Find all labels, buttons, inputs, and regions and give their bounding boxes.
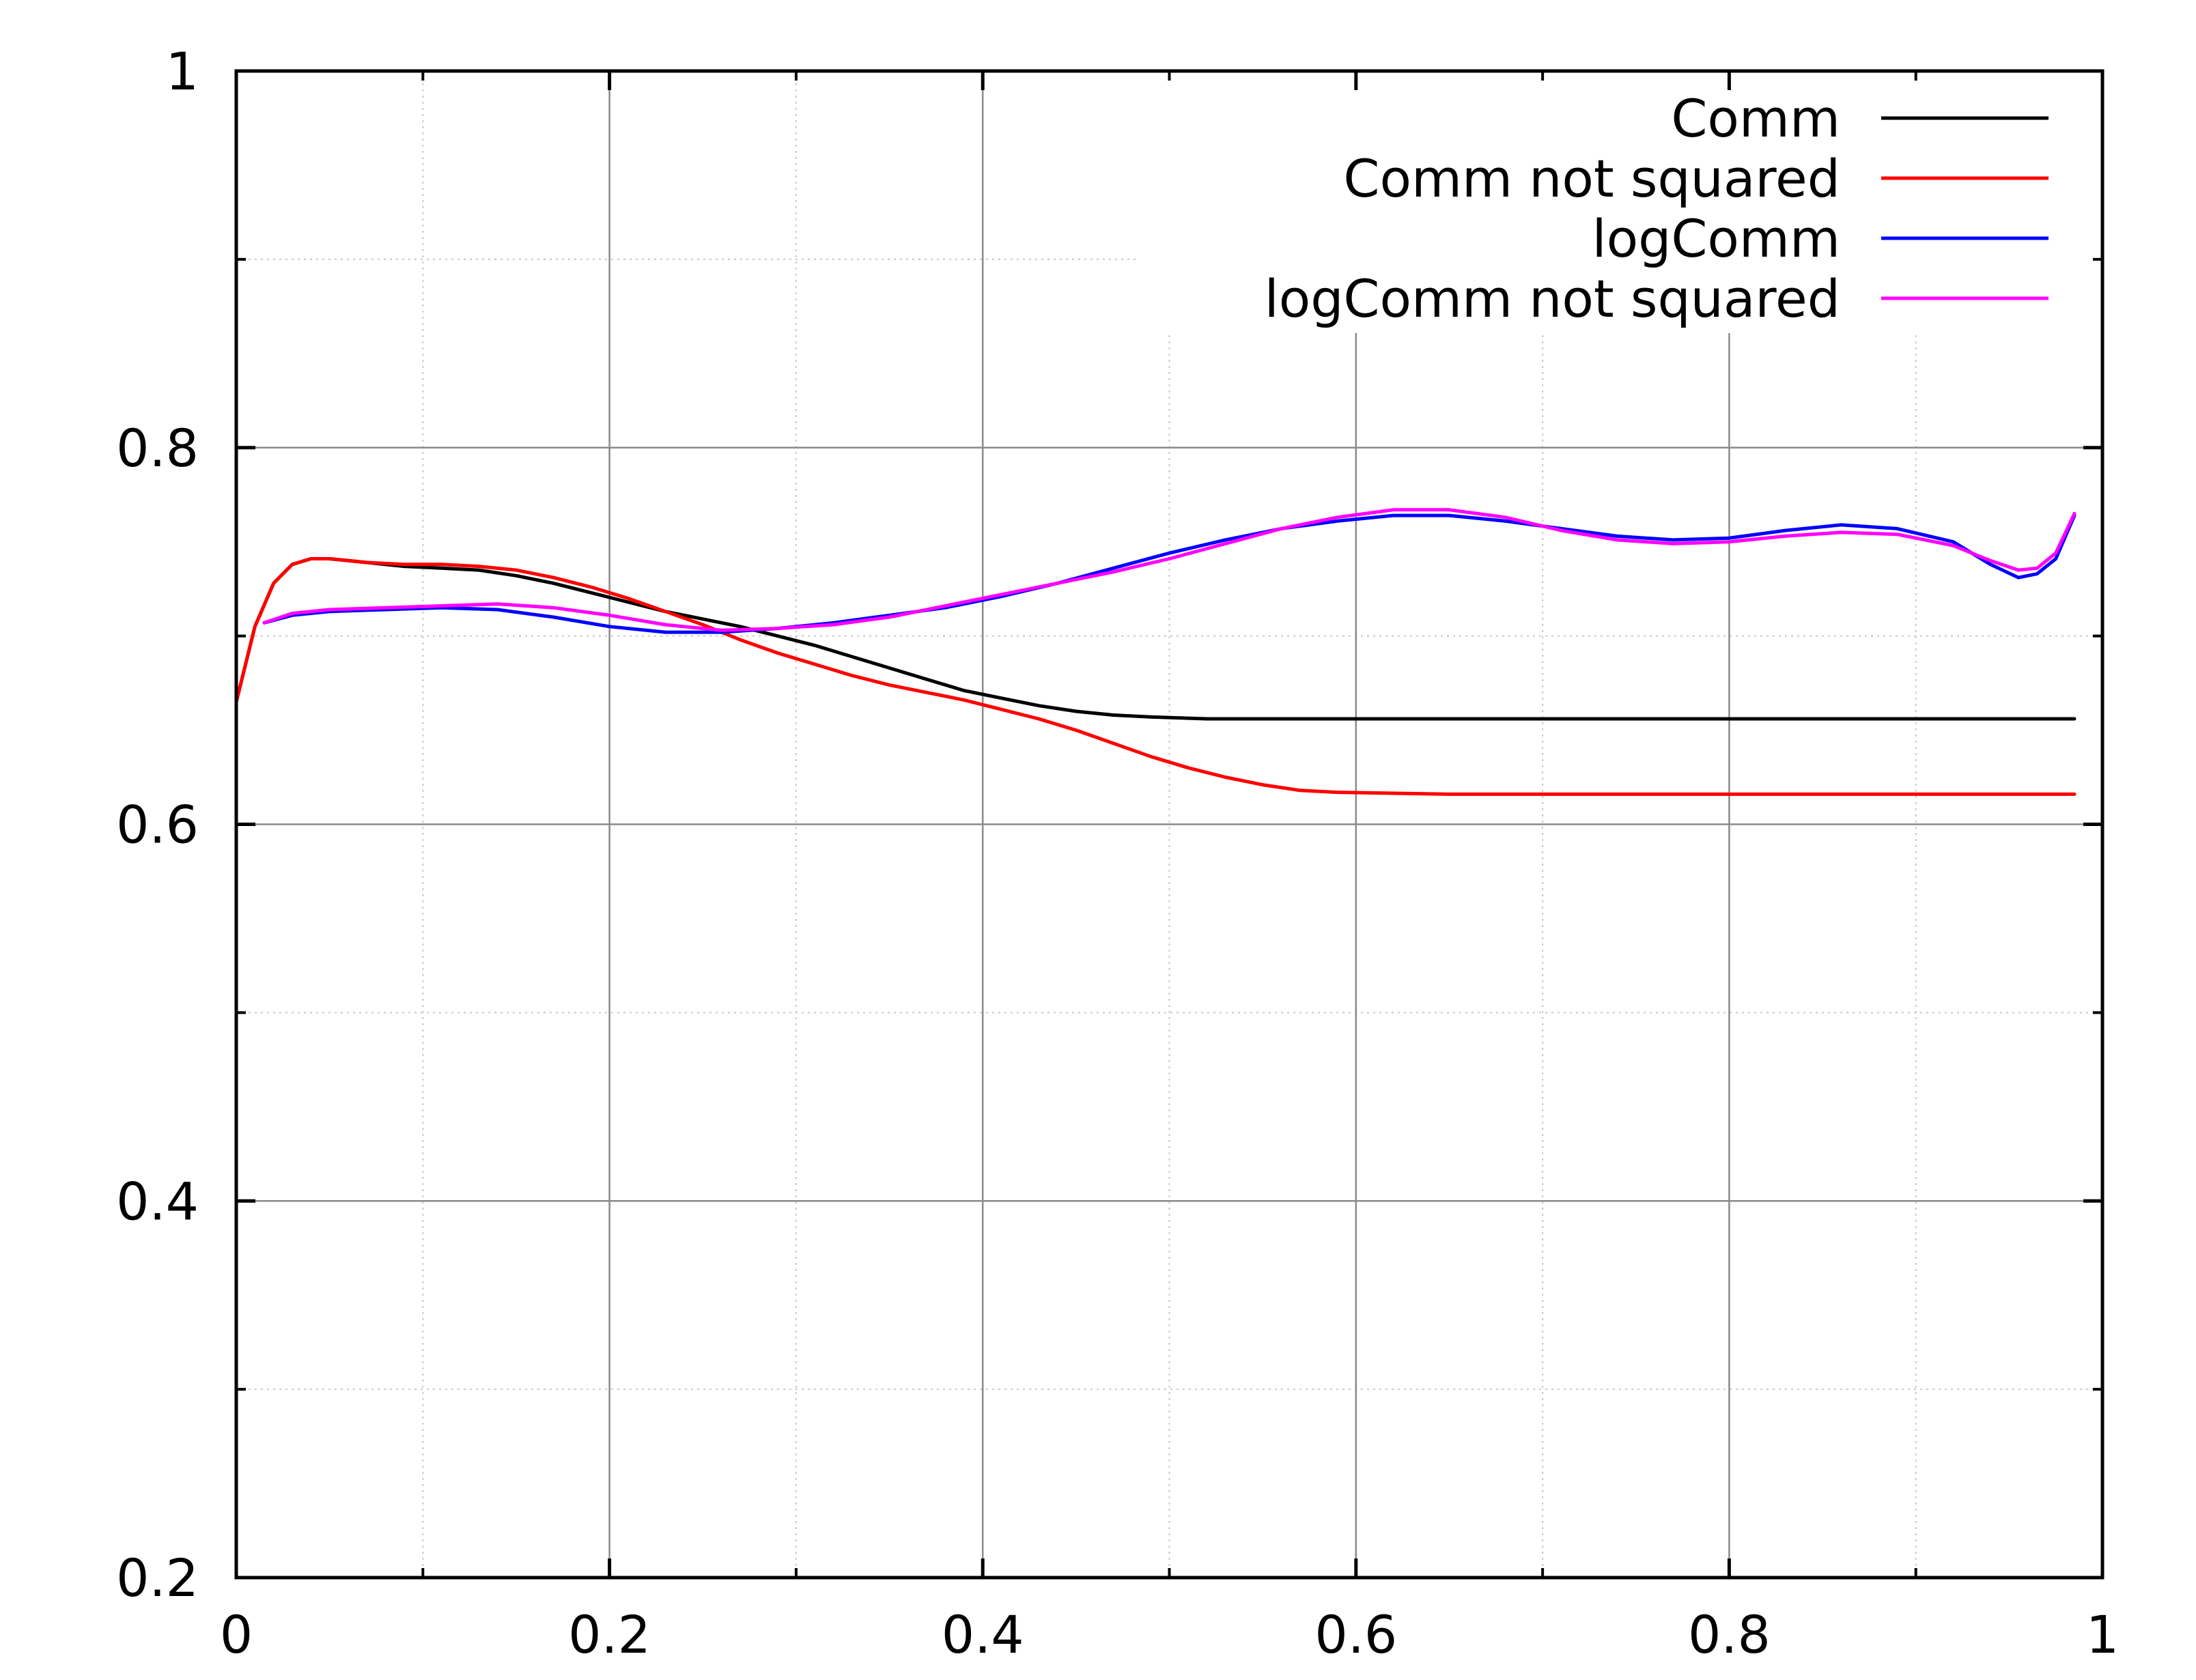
legend-label: Comm not squared xyxy=(1343,148,1840,209)
x-tick-label: 0.8 xyxy=(1688,1604,1771,1665)
x-tick-label: 0.6 xyxy=(1314,1604,1397,1665)
x-tick-label: 0.4 xyxy=(942,1604,1024,1665)
x-tick-label: 0 xyxy=(220,1604,253,1665)
series-line-logcomm xyxy=(262,513,2077,634)
legend-label: logComm not squared xyxy=(1265,268,1840,329)
y-tick-label: 0.8 xyxy=(116,418,199,479)
legend-label: Comm xyxy=(1671,88,1840,149)
tick-labels: 0 0.2 0.4 0.6 0.8 1 0.2 0.4 0.6 0.8 1 xyxy=(116,41,2119,1665)
series-layer xyxy=(234,508,2077,796)
y-tick-label: 0.6 xyxy=(116,795,199,855)
tick-marks xyxy=(234,69,2104,1580)
y-tick-label: 0.2 xyxy=(116,1548,199,1608)
series-line-logcomm-not-squared xyxy=(262,508,2077,632)
y-tick-label: 1 xyxy=(166,41,199,102)
series-line-comm-not-squared xyxy=(234,557,2077,796)
y-tick-label: 0.4 xyxy=(116,1171,199,1231)
x-tick-label: 1 xyxy=(2086,1604,2119,1665)
x-tick-label: 0.2 xyxy=(568,1604,651,1665)
legend-label: logComm xyxy=(1592,208,1841,269)
